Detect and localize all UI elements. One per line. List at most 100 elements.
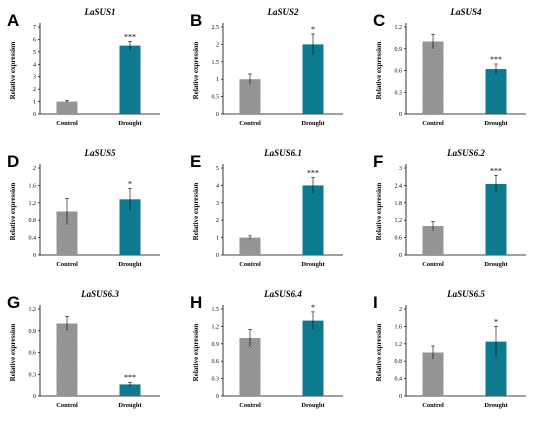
chart-panel-f: F LaSUS6.2 Relative expression 0 0.6 1.2 1.8 2.… [373,148,526,268]
y-tick-label: 7 [33,25,36,31]
y-tick-label: 0.9 [29,329,37,335]
y-tick-label: 1.5 [212,307,220,313]
y-tick-label: 1.2 [29,307,37,313]
category-label: Control [422,261,444,268]
chart-panel-c: C LaSUS4 Relative expression 0 0.3 0.6 0.9 1.2 C… [373,7,526,127]
y-tick-label: 0 [216,394,219,400]
y-axis-label: Relative expression [9,183,17,241]
category-label: Drought [118,261,142,268]
y-tick-label: 2 [399,307,402,313]
y-tick-label: 2.5 [212,25,220,31]
bar-drought [119,199,141,255]
y-tick-label: 0.6 [212,359,220,365]
y-tick-label: 1 [216,236,219,242]
y-tick-label: 5 [216,166,219,172]
y-tick-label: 4 [33,62,36,68]
y-tick-label: 0 [216,253,219,259]
y-tick-label: 2 [216,218,219,224]
chart-panel-e: E LaSUS6.1 Relative expression 0 1 2 3 4 5 Contro… [190,148,343,268]
category-label: Control [56,120,78,127]
category-label: Control [239,120,261,127]
y-axis-label: Relative expression [192,324,200,382]
category-label: Drought [484,402,508,409]
bar-control [239,237,261,255]
y-tick-label: 0 [399,394,402,400]
y-tick-label: 1 [33,100,36,106]
y-tick-label: 0 [399,112,402,118]
panel-letter: E [190,152,201,171]
y-tick-label: 1.2 [395,342,403,348]
bar-control [422,352,444,396]
category-label: Control [239,261,261,268]
y-tick-label: 0.6 [395,69,403,75]
y-tick-label: 3 [216,201,219,207]
y-tick-label: 1 [216,77,219,83]
y-tick-label: 0.3 [212,377,220,383]
category-label: Drought [301,402,325,409]
y-axis-label: Relative expression [375,42,383,100]
significance-marker: * [494,317,498,326]
bar-control [56,211,78,255]
panels-container: A LaSUS1 Relative expression 0 1 2 3 4 5 6 7 Contro… [7,7,526,409]
y-tick-label: 3 [399,166,402,172]
bar-drought [302,44,324,114]
panel-letter: F [373,152,383,171]
chart-panel-d: D LaSUS5 Relative expression 0 0.4 0.8 1.2 1.6 2… [7,148,160,268]
panel-title: LaSUS6.1 [263,148,302,158]
chart-panel-i: I LaSUS6.5 Relative expression 0 0.4 0.8 1.2 1.… [373,289,526,409]
y-tick-label: 1.2 [395,218,403,224]
category-label: Control [422,120,444,127]
chart-panel-h: H LaSUS6.4 Relative expression 0 0.3 0.6 0.9 1.… [190,289,343,409]
y-tick-label: 2.4 [395,183,403,189]
chart-panel-g: G LaSUS6.3 Relative expression 0 0.3 0.6 0.9 1.… [7,289,160,409]
y-tick-label: 0.9 [395,47,403,53]
panel-title: LaSUS6.3 [80,289,119,299]
y-tick-label: 1.6 [29,183,37,189]
y-tick-label: 0.4 [395,377,403,383]
chart-panel-b: B LaSUS2 Relative expression 0 0.5 1 1.5 2 2.5 Co… [190,7,343,127]
y-tick-label: 1.8 [395,201,403,207]
bar-drought [302,185,324,255]
category-label: Drought [118,402,142,409]
y-tick-label: 1.2 [212,324,220,330]
category-label: Control [56,402,78,409]
category-label: Drought [484,120,508,127]
bar-control [422,226,444,255]
y-tick-label: 1.5 [212,60,220,66]
category-label: Control [56,261,78,268]
bar-drought [119,384,141,396]
y-tick-label: 1.2 [29,201,37,207]
y-axis-label: Relative expression [192,42,200,100]
y-tick-label: 0.4 [29,236,37,242]
bar-drought [302,320,324,396]
panel-letter: H [190,293,202,312]
panel-letter: B [190,11,202,30]
y-tick-label: 0 [33,394,36,400]
y-tick-label: 0.6 [29,351,37,357]
bar-control [56,101,78,114]
y-tick-label: 0 [399,253,402,259]
y-tick-label: 0.5 [212,95,220,101]
y-axis-label: Relative expression [375,324,383,382]
y-tick-label: 0 [33,253,36,259]
y-axis-label: Relative expression [375,183,383,241]
significance-marker: *** [307,169,319,178]
y-tick-label: 0.3 [395,90,403,96]
y-tick-label: 1.2 [395,25,403,31]
y-tick-label: 0.3 [29,372,37,378]
panel-title: LaSUS2 [266,7,299,17]
significance-marker: *** [124,32,136,41]
y-axis-label: Relative expression [9,42,17,100]
panel-title: LaSUS4 [449,7,482,17]
significance-marker: * [311,303,315,312]
bar-drought [485,183,507,255]
y-tick-label: 2 [33,87,36,93]
panel-title: LaSUS6.4 [263,289,302,299]
significance-marker: * [311,25,315,34]
significance-marker: * [128,179,132,188]
y-tick-label: 0.9 [212,342,220,348]
y-tick-label: 2 [216,42,219,48]
panel-letter: I [373,293,378,312]
y-tick-label: 3 [33,75,36,81]
